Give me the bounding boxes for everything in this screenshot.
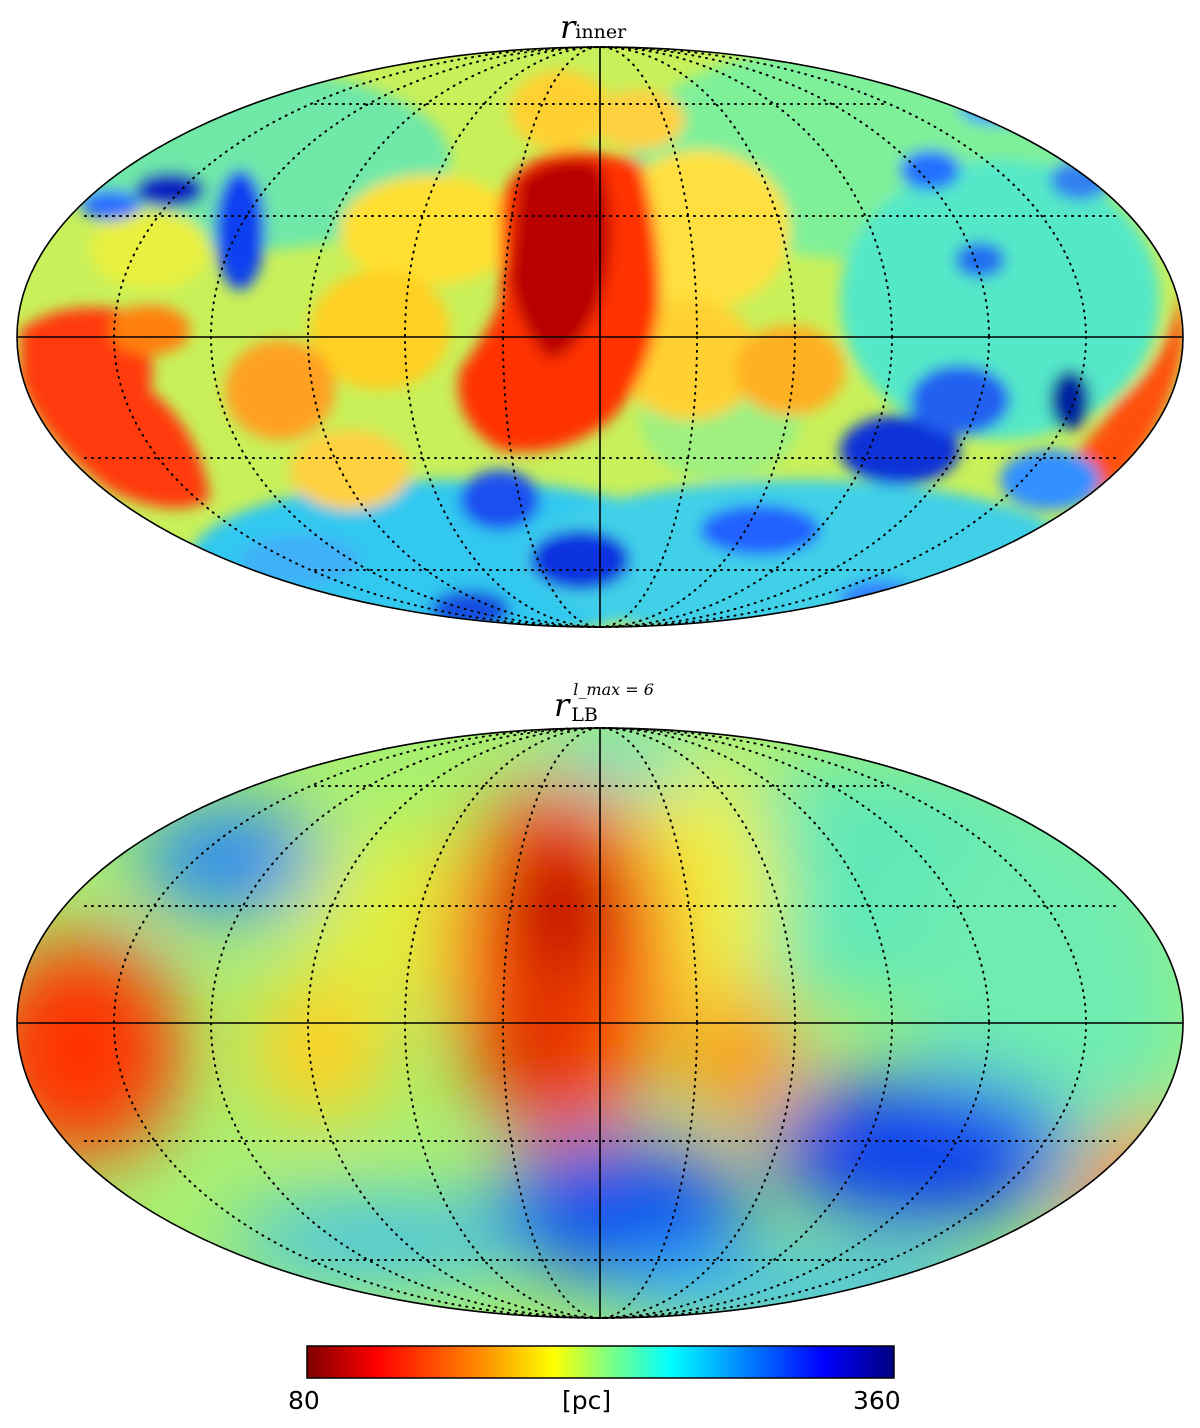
colorbar bbox=[306, 1345, 895, 1379]
bottom-map-title: r l_max = 6 LB bbox=[554, 680, 654, 726]
bottom-map-outline bbox=[16, 727, 1184, 1319]
top-sky-map bbox=[16, 46, 1184, 628]
colorbar-unit-label: [pc] bbox=[562, 1386, 612, 1415]
top-map-title: rinner bbox=[560, 8, 627, 46]
colorbar-max-label: 360 bbox=[853, 1386, 901, 1415]
colorbar-min-label: 80 bbox=[288, 1386, 320, 1415]
bottom-sky-map bbox=[16, 727, 1184, 1319]
top-map-outline bbox=[16, 46, 1184, 628]
